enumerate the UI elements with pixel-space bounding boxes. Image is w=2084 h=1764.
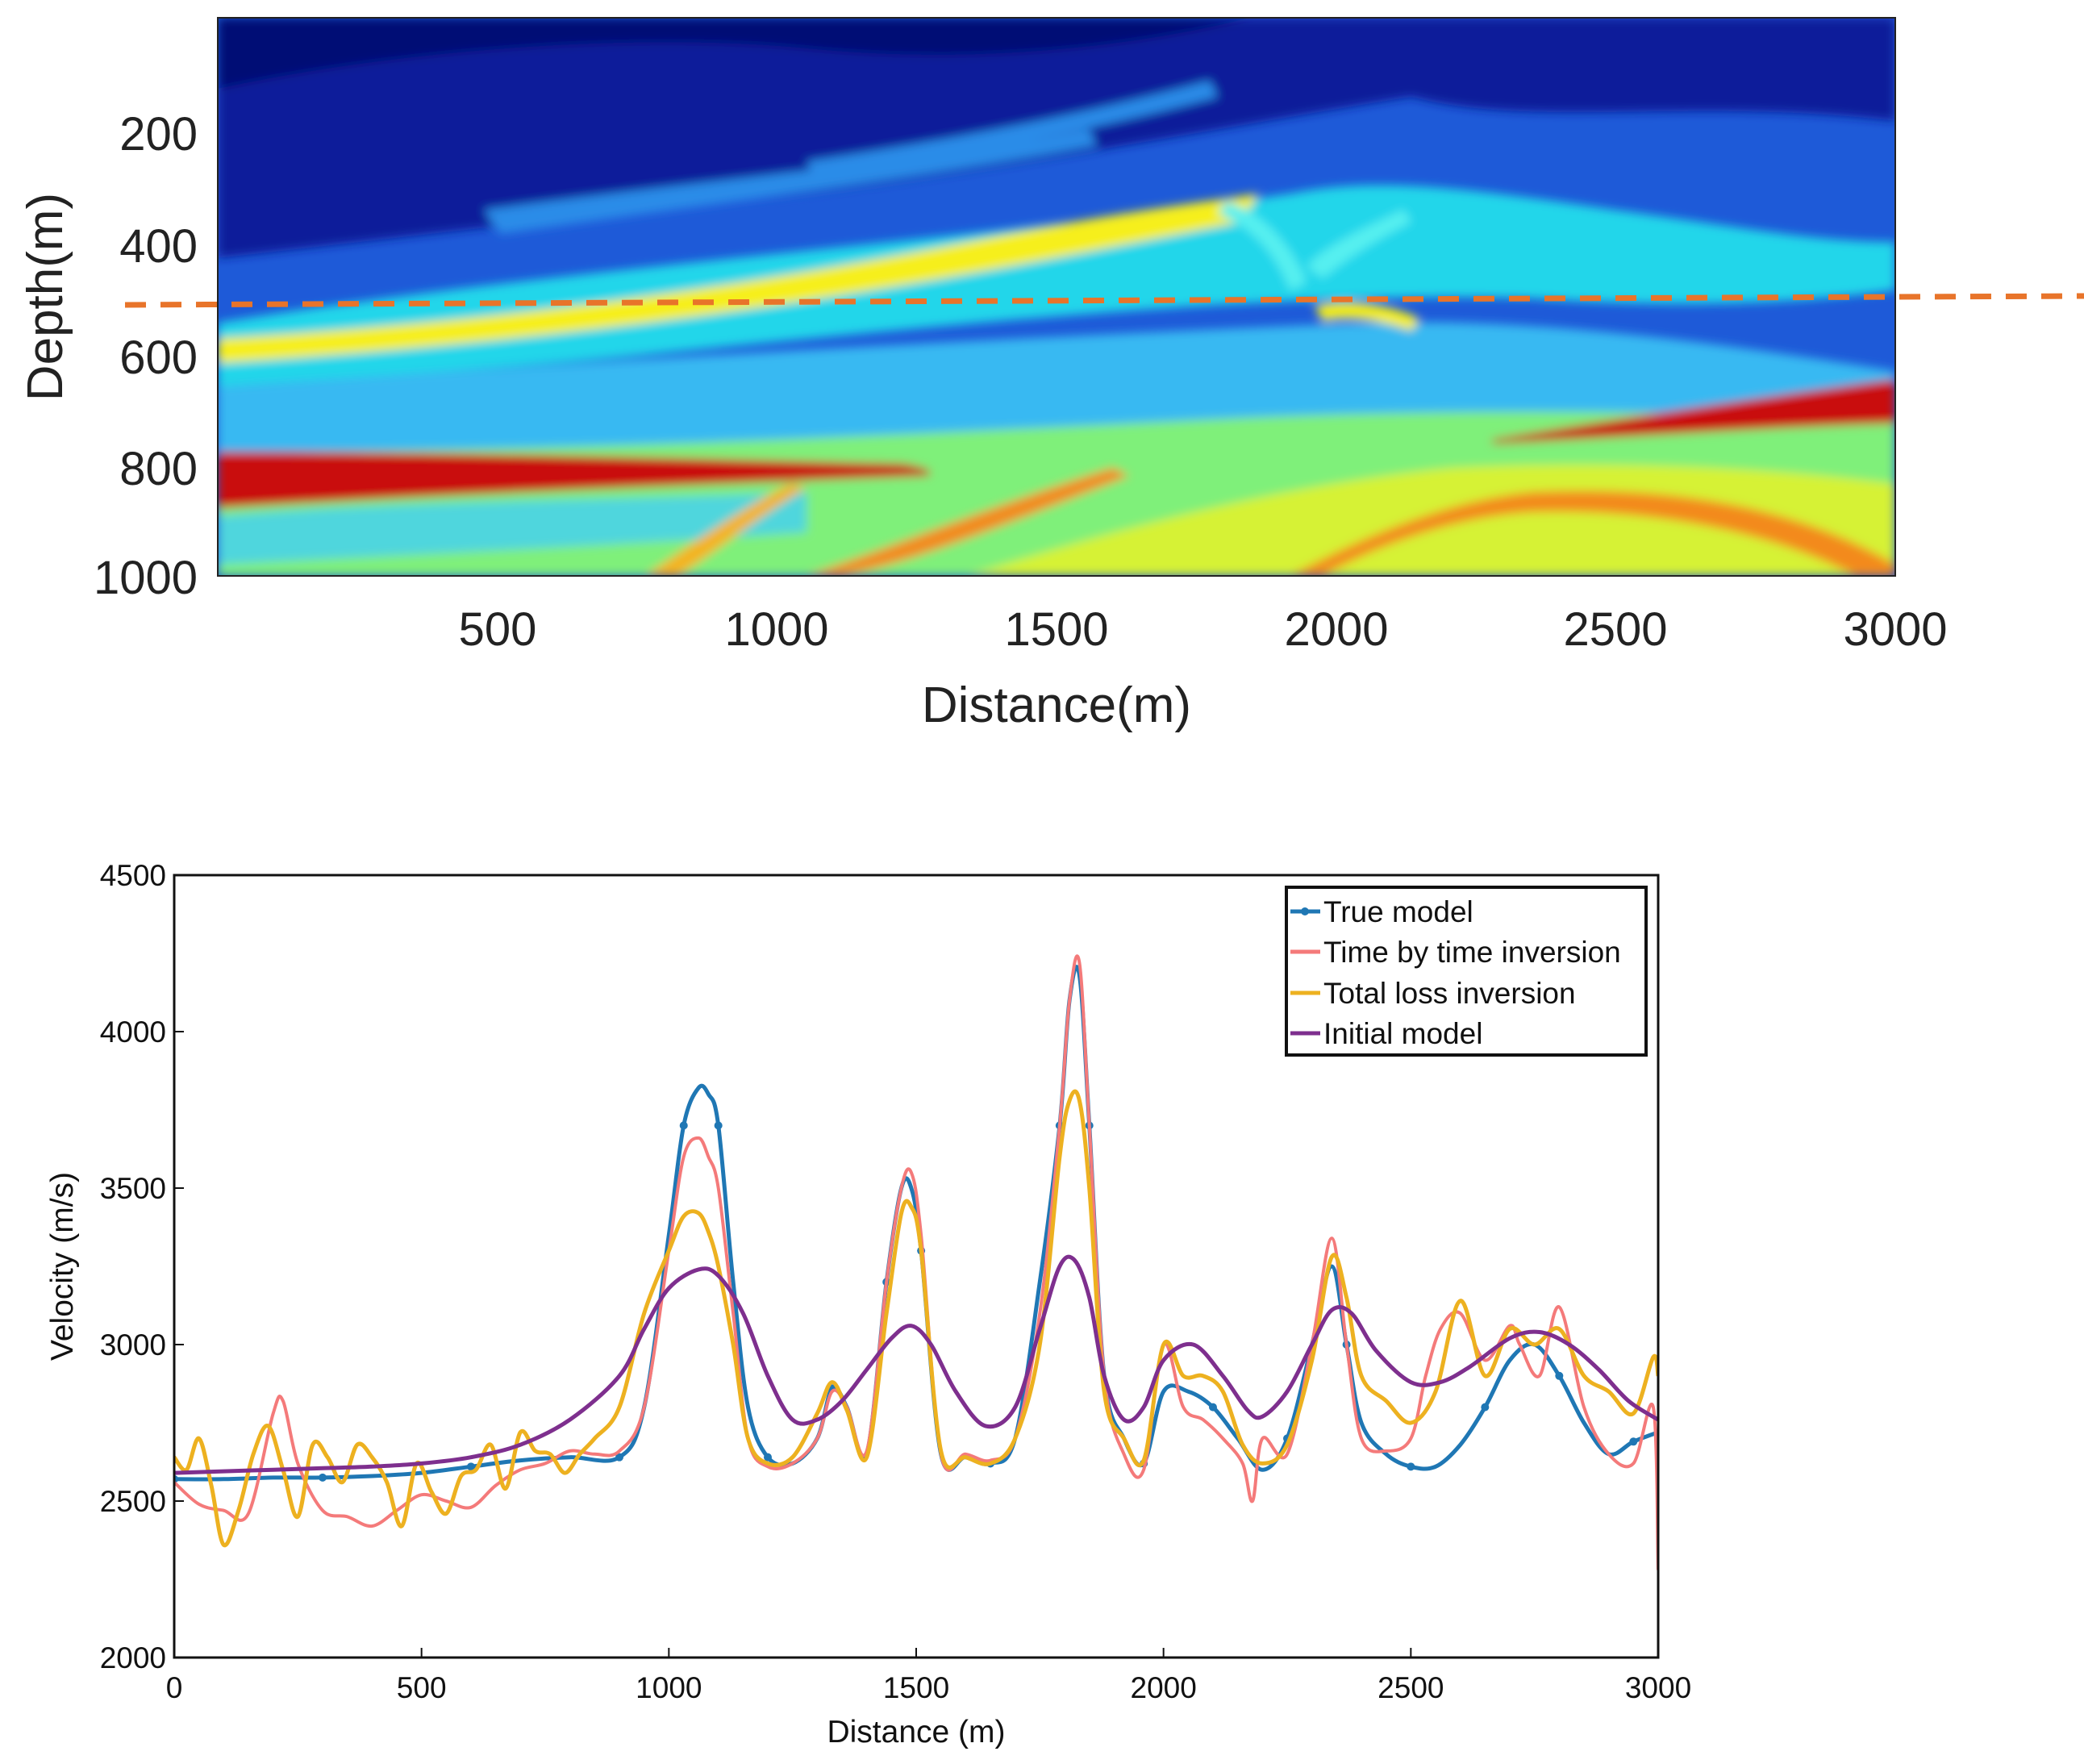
velocity-profile-chart: 0 500 1000 1500 2000 2500 3000 2000 2500 3000 350… xyxy=(45,859,1691,1749)
true-model-marker xyxy=(764,1453,772,1462)
heatmap-y-tick-label: 800 xyxy=(119,443,198,495)
series-line-total-loss xyxy=(174,1089,1658,1548)
y-tick-label: 2000 xyxy=(100,1641,166,1674)
x-tick-label: 1000 xyxy=(636,1671,702,1704)
true-model-marker xyxy=(679,1121,688,1130)
series-group xyxy=(174,954,1658,1570)
x-tick-label: 2000 xyxy=(1131,1671,1197,1704)
legend-item-time-by-time: Time by time inversion xyxy=(1290,936,1621,969)
x-axis-label: Distance (m) xyxy=(827,1715,1005,1749)
x-tick-label: 1500 xyxy=(883,1671,949,1704)
heatmap-frame xyxy=(217,17,1896,577)
heatmap-dark-top-band xyxy=(218,18,1250,89)
heatmap-y-axis-label: Depth(m) xyxy=(18,193,73,401)
legend-label-time-by-time: Time by time inversion xyxy=(1323,936,1621,969)
y-axis-label: Velocity (m/s) xyxy=(45,1172,80,1361)
heatmap-central-streaks xyxy=(1218,202,1411,290)
heatmap-x-tick-label: 3000 xyxy=(1843,603,1947,656)
extraction-depth-dashed-line xyxy=(124,293,2084,308)
true-model-marker xyxy=(319,1473,327,1482)
legend-label-total-loss: Total loss inversion xyxy=(1323,977,1576,1010)
series-line-time-by-time xyxy=(174,954,1658,1570)
heatmap-y-tick-label: 400 xyxy=(119,220,198,273)
heatmap-x-tick-label: 2000 xyxy=(1284,603,1388,656)
true-model-marker xyxy=(615,1453,623,1462)
true-model-marker xyxy=(714,1121,723,1130)
heatmap-upper-stripes xyxy=(484,81,1218,234)
legend-item-initial-model: Initial model xyxy=(1290,1017,1482,1050)
true-model-marker xyxy=(1629,1437,1638,1446)
heatmap-yellow-band-1 xyxy=(218,194,1258,363)
legend-item-true-model: True model xyxy=(1290,895,1473,928)
heatmap-cyan-band-1 xyxy=(218,185,1895,387)
heatmap-field xyxy=(218,18,1895,576)
heatmap-y-tick-label: 200 xyxy=(119,108,198,161)
true-model-marker xyxy=(467,1462,475,1471)
heatmap-y-ticks: 200 400 600 800 1000 xyxy=(94,108,198,604)
x-axis-ticks: 0 500 1000 1500 2000 2500 3000 xyxy=(166,1648,1691,1704)
heatmap-y-tick-label: 1000 xyxy=(94,552,198,604)
heatmap-cyan-streaks xyxy=(218,492,807,565)
heatmap-x-axis-label: Distance(m) xyxy=(922,678,1191,733)
heatmap-x-tick-label: 500 xyxy=(459,603,537,656)
x-tick-label: 3000 xyxy=(1625,1671,1691,1704)
legend-label-initial-model: Initial model xyxy=(1323,1017,1482,1050)
series-line-true-model xyxy=(174,965,1658,1482)
heatmap-x-tick-label: 1000 xyxy=(724,603,828,656)
legend-label-true-model: True model xyxy=(1323,895,1473,928)
legend-marker-true-model xyxy=(1301,907,1309,915)
y-tick-label: 3500 xyxy=(100,1172,166,1205)
x-tick-label: 500 xyxy=(397,1671,447,1704)
heatmap-red-layer-right xyxy=(1492,379,1895,444)
heatmap-x-ticks: 500 1000 1500 2000 2500 3000 xyxy=(459,603,1948,656)
legend-box xyxy=(1285,886,1648,1057)
heatmap-x-tick-label: 2500 xyxy=(1563,603,1667,656)
heatmap-orange-streak-2 xyxy=(807,468,1129,576)
heatmap-red-layer-left xyxy=(218,452,931,508)
true-model-marker xyxy=(1407,1462,1415,1471)
legend-item-total-loss: Total loss inversion xyxy=(1290,977,1576,1010)
y-tick-label: 2500 xyxy=(100,1485,166,1518)
series-line-initial-model xyxy=(174,1254,1658,1475)
x-tick-label: 2500 xyxy=(1378,1671,1444,1704)
heatmap-yellow-patch xyxy=(1315,302,1419,331)
true-model-marker xyxy=(1209,1403,1217,1412)
x-tick-label: 0 xyxy=(166,1671,183,1704)
y-tick-label: 4500 xyxy=(100,859,166,892)
plot-frame xyxy=(173,874,1660,1659)
heatmap-orange-streak-1 xyxy=(1290,490,1895,576)
y-tick-label: 4000 xyxy=(100,1015,166,1049)
velocity-model-chart: 500 1000 1500 2000 2500 3000 200 400 600… xyxy=(18,17,2084,733)
heatmap-y-tick-label: 600 xyxy=(119,332,198,384)
true-model-marker xyxy=(1555,1371,1564,1380)
heatmap-x-tick-label: 1500 xyxy=(1004,603,1108,656)
y-tick-label: 3000 xyxy=(100,1328,166,1362)
true-model-marker xyxy=(1481,1403,1490,1412)
y-axis-ticks: 2000 2500 3000 3500 4000 4500 xyxy=(100,859,184,1674)
heatmap-orange-streak-3 xyxy=(645,484,807,576)
legend: True model Time by time inversion Total … xyxy=(1285,886,1648,1057)
